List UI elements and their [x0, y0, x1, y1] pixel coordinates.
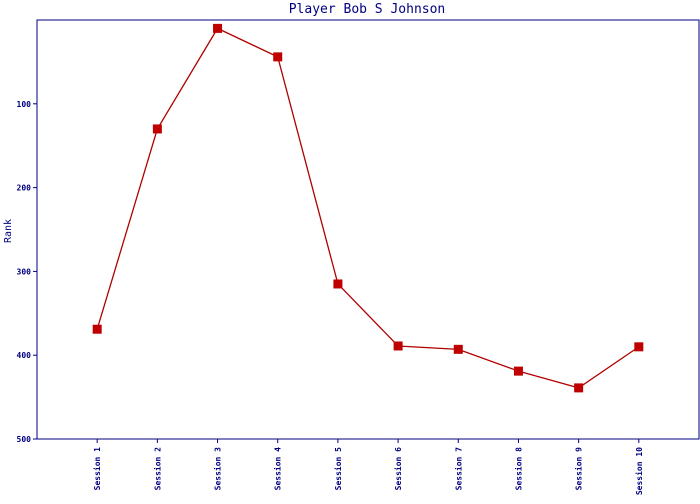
y-tick-label: 500 — [17, 435, 32, 444]
data-point — [513, 366, 523, 376]
x-tick-label: Session 5 — [333, 447, 343, 491]
y-tick-label: 100 — [17, 100, 32, 109]
y-axis-label: Rank — [3, 219, 14, 243]
plot-frame — [36, 19, 700, 440]
data-point — [333, 279, 343, 289]
data-point — [574, 383, 584, 393]
x-tick-label: Session 9 — [574, 447, 584, 491]
data-point — [92, 324, 102, 334]
chart-title: Player Bob S Johnson — [289, 2, 446, 17]
x-tick-label: Session 6 — [393, 447, 403, 491]
x-tick-label: Session 7 — [453, 447, 463, 491]
y-tick-label: 300 — [17, 267, 32, 276]
x-tick-label: Session 10 — [634, 447, 644, 495]
data-point — [213, 23, 223, 33]
data-point — [634, 342, 644, 352]
x-tick-label: Session 4 — [273, 447, 283, 491]
x-tick-label: Session 1 — [92, 447, 102, 491]
data-point — [152, 124, 162, 134]
data-point — [273, 52, 283, 62]
y-tick-label: 200 — [17, 184, 32, 193]
y-tick-label: 400 — [17, 351, 32, 360]
x-tick-label: Session 3 — [213, 447, 223, 491]
data-point — [393, 341, 403, 351]
x-tick-label: Session 2 — [152, 447, 162, 491]
x-tick-label: Session 8 — [513, 447, 523, 491]
series-line — [96, 27, 640, 389]
data-point — [453, 344, 463, 354]
